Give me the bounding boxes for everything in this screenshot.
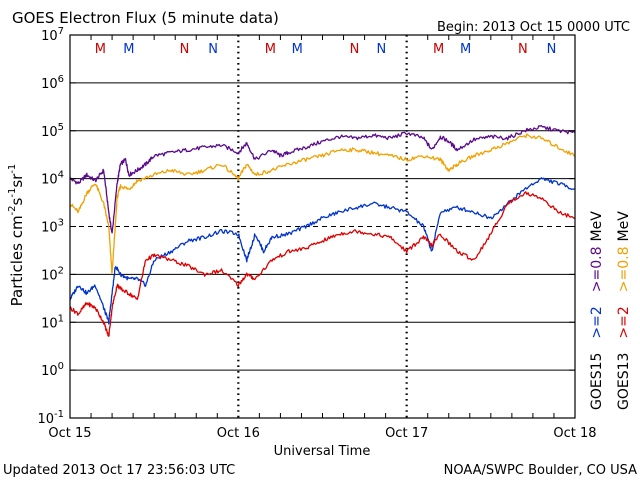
updated-timestamp: Updated 2013 Oct 17 23:56:03 UTC [3,463,235,478]
y-axis-label: Particles cm-2s-1sr-1 [7,164,26,307]
mn-marker: N [208,42,218,57]
x-tick-label: Oct 15 [48,426,91,441]
mn-marker: M [265,42,276,57]
mn-marker: M [433,42,444,57]
plot-grid [70,35,575,418]
mn-marker: N [547,42,557,57]
legend-group: GOES13>=2>=0.8MeV [616,211,632,410]
series-line [69,124,576,234]
mn-marker: M [292,42,303,57]
y-tick-label: 107 [41,26,64,44]
series-line [69,133,576,274]
legend-group: GOES15>=2>=0.8MeV [589,211,605,410]
y-tick-label: 104 [41,170,64,188]
mn-marker: N [180,42,190,57]
y-tick-label: 100 [41,361,64,379]
mn-marker: N [350,42,360,57]
x-tick-label: Oct 17 [385,426,428,441]
y-tick-labels: 107 106 105 104 103 102 101 100 10-1 [37,26,575,427]
chart-title: GOES Electron Flux (5 minute data) [12,9,279,27]
series-line [69,177,576,325]
mn-marker: N [518,42,528,57]
begin-time: Begin: 2013 Oct 15 0000 UTC [437,20,630,35]
y-tick-label: 101 [41,313,64,331]
y-tick-label: 103 [41,218,64,236]
x-tick-labels: Oct 15 Oct 16 Oct 17 Oct 18 [48,426,596,441]
x-tick-label: Oct 18 [553,426,596,441]
x-tick-label: Oct 16 [217,426,260,441]
mn-marker: M [460,42,471,57]
y-tick-label: 105 [41,122,64,140]
source-credit: NOAA/SWPC Boulder, CO USA [444,463,637,478]
mn-marker: M [95,42,106,57]
series-line [69,191,575,337]
legend: GOES15>=2>=0.8MeV GOES13>=2>=0.8MeV [589,211,632,410]
y-tick-label: 102 [41,265,64,283]
y-tick-label: 106 [41,74,64,92]
mn-marker: N [377,42,387,57]
mn-marker: M [123,42,134,57]
x-axis-label: Universal Time [274,444,371,459]
series-layer [69,124,576,337]
y-tick-label: 10-1 [37,409,64,427]
